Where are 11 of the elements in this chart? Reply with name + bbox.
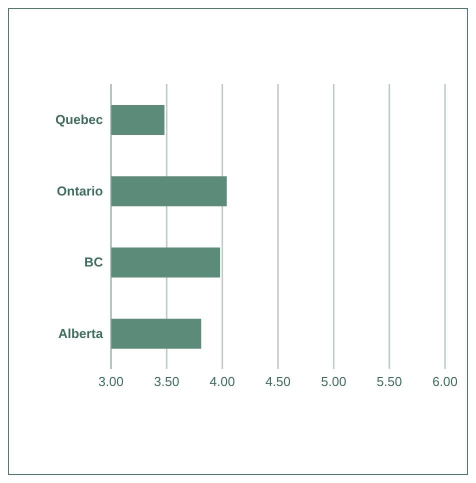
x-tick-label: 5.00 bbox=[321, 374, 346, 390]
x-tick-label: 5.50 bbox=[376, 374, 402, 390]
y-tick-label: Ontario bbox=[56, 183, 104, 198]
y-tick-label: Quebec bbox=[55, 112, 103, 128]
x-tick-label: 4.00 bbox=[210, 374, 235, 390]
x-tick-label: 6.00 bbox=[432, 374, 458, 390]
x-tick-label: 3.00 bbox=[98, 374, 124, 390]
y-tick-label: BC bbox=[84, 254, 104, 270]
y-tick-label: Alberta bbox=[58, 326, 104, 341]
x-tick-label: 3.50 bbox=[154, 374, 180, 390]
x-tick-label: 4.50 bbox=[265, 374, 291, 390]
